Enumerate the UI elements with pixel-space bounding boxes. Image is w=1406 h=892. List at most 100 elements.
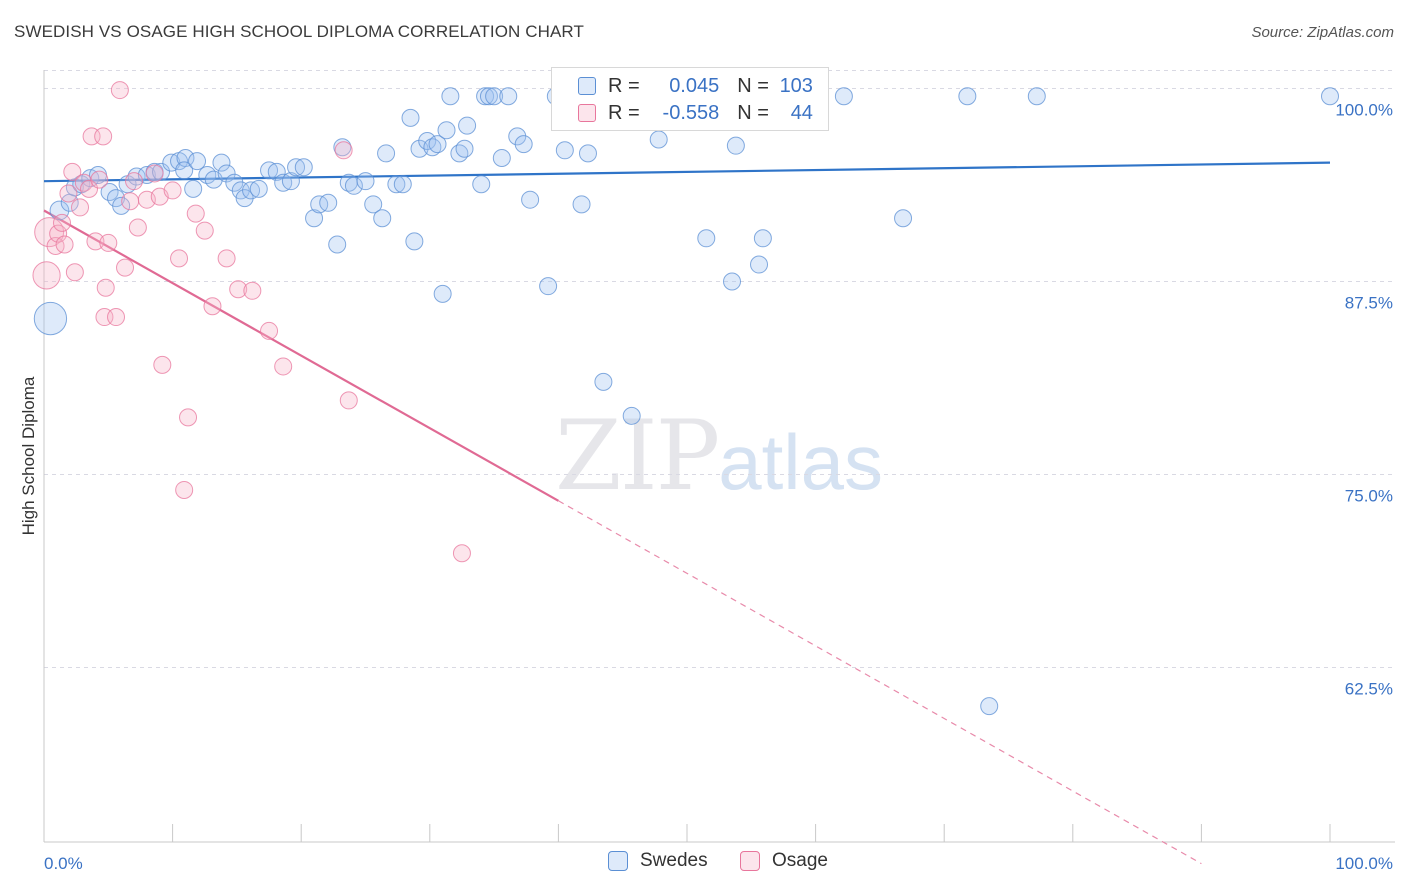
swedes-point	[242, 181, 261, 200]
osage-point	[65, 263, 84, 282]
osage-point	[334, 141, 353, 160]
osage-point	[175, 480, 194, 499]
bottom-legend-osage: Osage	[740, 850, 828, 872]
osage-point	[217, 249, 236, 268]
swedes-point	[499, 87, 518, 106]
swedes-trend-line	[43, 161, 1331, 183]
swedes-point	[423, 138, 442, 157]
osage-trend-line	[43, 209, 559, 502]
x-tick-label-max: 100.0%	[1335, 854, 1393, 873]
swedes-point	[344, 176, 363, 195]
osage-point	[128, 218, 147, 237]
legend-row-osage: R = -0.558 N = 44	[552, 99, 813, 127]
osage-point	[55, 235, 74, 254]
swedes-point	[184, 179, 203, 198]
osage-point	[59, 184, 78, 203]
swedes-point	[472, 175, 491, 194]
swedes-point	[834, 87, 853, 106]
axis-labels: 62.5% 75.0% 87.5% 100.0% 0.0% 100.0% High Scho…	[19, 101, 1393, 873]
osage-point	[179, 408, 198, 427]
source-credit: Source: ZipAtlas.com	[1251, 24, 1394, 41]
swedes-legend-swatch	[608, 851, 628, 871]
osage-point	[94, 127, 113, 146]
swedes-r-value: 0.045	[669, 74, 720, 97]
swedes-point	[249, 179, 268, 198]
swedes-point	[514, 135, 533, 154]
swedes-point	[433, 284, 452, 303]
swedes-point	[235, 189, 254, 208]
swedes-point	[405, 232, 424, 251]
swedes-point	[1027, 87, 1046, 106]
swedes-point	[212, 153, 231, 172]
swedes-point	[393, 175, 412, 194]
swedes-point	[572, 195, 591, 214]
swedes-n-value: 103	[779, 74, 813, 97]
swedes-point	[112, 196, 131, 215]
osage-point	[90, 170, 109, 189]
osage-point	[163, 181, 182, 200]
swedes-point	[175, 161, 194, 180]
swedes-point	[319, 193, 338, 212]
swedes-point	[485, 87, 504, 106]
swedes-point	[594, 372, 613, 391]
osage-point	[99, 233, 118, 252]
osage-swatch	[578, 104, 596, 122]
swedes-point	[49, 200, 70, 221]
osage-point	[145, 164, 164, 183]
legend-r-label: R =	[608, 74, 640, 97]
watermark-zip: ZIP	[555, 400, 720, 512]
swedes-point	[437, 121, 456, 140]
legend-n-label: N =	[737, 101, 769, 124]
osage-point	[80, 179, 99, 198]
swedes-point	[649, 130, 668, 149]
swedes-point	[373, 209, 392, 228]
swedes-point	[726, 136, 745, 155]
swedes-point	[387, 175, 406, 194]
osage-point	[452, 544, 471, 563]
swedes-point	[287, 158, 306, 177]
y-tick-label: 62.5%	[1345, 680, 1393, 699]
swedes-point	[539, 277, 558, 296]
osage-point	[63, 162, 82, 181]
swedes-point	[188, 152, 207, 171]
gridlines	[44, 70, 1395, 669]
y-tick-label: 100.0%	[1335, 101, 1393, 120]
y-tick-label: 75.0%	[1345, 487, 1393, 506]
swedes-point	[555, 141, 574, 160]
osage-point	[203, 297, 222, 316]
axes	[43, 70, 1395, 843]
osage-point	[49, 224, 68, 243]
osage-point	[86, 232, 105, 251]
osage-point	[243, 281, 262, 300]
y-axis-title: High School Diploma	[19, 376, 38, 535]
swedes-point	[441, 87, 460, 106]
osage-point	[53, 213, 72, 232]
osage-legend-swatch	[740, 851, 760, 871]
swedes-point	[274, 173, 293, 192]
swedes-point	[152, 162, 171, 181]
y-tick-label: 87.5%	[1345, 294, 1393, 313]
swedes-point	[217, 164, 236, 183]
swedes-point	[753, 229, 772, 248]
osage-point	[125, 172, 144, 191]
osage-point	[339, 391, 358, 410]
swedes-point	[958, 87, 977, 106]
swedes-point	[479, 87, 498, 106]
swedes-point	[750, 255, 769, 274]
osage-point	[260, 321, 279, 340]
osage-point	[116, 258, 135, 277]
trend-lines	[43, 161, 1331, 865]
swedes-point	[723, 272, 742, 291]
swedes-point	[578, 144, 597, 163]
legend-r-label: R =	[608, 101, 640, 124]
swedes-point	[401, 108, 420, 127]
swedes-point	[622, 406, 641, 425]
osage-trend-extension	[558, 500, 1202, 865]
data-points	[32, 81, 1339, 716]
swedes-point	[492, 149, 511, 168]
swedes-point	[267, 162, 286, 181]
osage-point	[110, 81, 129, 100]
osage-point	[107, 308, 126, 327]
legend-n-label: N =	[737, 74, 769, 97]
